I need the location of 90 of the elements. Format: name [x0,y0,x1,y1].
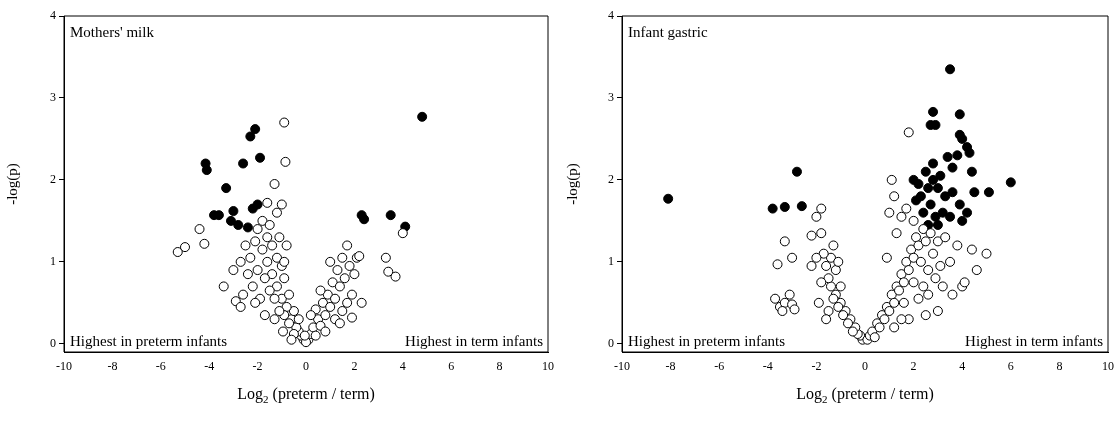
x-tick-label: -10 [614,359,630,374]
x-tick-label: 8 [1056,359,1063,374]
point [964,147,975,158]
x-tick-label: 4 [399,359,406,374]
y-tick-label: 3 [608,90,614,105]
x-tick-label: 2 [910,359,917,374]
point [947,187,958,198]
x-tick-label: -8 [665,359,676,374]
point [957,133,968,144]
point [932,219,943,230]
point [957,215,968,226]
point [225,215,236,226]
point [932,183,943,194]
y-tick-label: 2 [50,172,56,187]
y-axis-title: -log(p) [563,163,581,205]
point [923,183,934,194]
point [417,111,428,122]
point [245,131,256,142]
point [908,174,919,185]
x-tick-label: 0 [303,359,309,374]
x-tick-label: 0 [862,359,868,374]
point [928,158,939,169]
x-tick-label: -2 [252,359,263,374]
point [359,214,370,225]
y-tick-label: 4 [608,8,614,23]
point [796,201,807,212]
point [779,201,790,212]
point [252,199,263,210]
point [221,183,232,194]
x-tick-label: 10 [1102,359,1114,374]
x-tick-label: 6 [448,359,455,374]
x-tick-label: -4 [204,359,215,374]
x-tick-label: 2 [351,359,358,374]
point [969,187,980,198]
point [940,191,951,202]
point [966,166,977,177]
point [983,187,994,198]
x-tick-label: -10 [56,359,72,374]
x-tick-label: -2 [811,359,822,374]
point [954,109,965,120]
x-tick-label: -6 [714,359,725,374]
y-tick-label: 0 [608,335,614,350]
point [238,158,249,169]
x-axis-title: Log$_{2}$ (preterm / term) [237,385,375,406]
point [952,150,963,161]
point [233,219,244,230]
x-tick-label: -8 [107,359,118,374]
point [228,206,239,217]
x-tick-label: 4 [959,359,966,374]
point [911,195,922,206]
point [945,211,956,222]
y-axis-title: -log(p) [3,163,21,205]
annotation: Mothers' milk [70,24,155,41]
y-tick-label: 4 [50,8,56,23]
point [791,166,802,177]
x-tick-label: -6 [155,359,166,374]
x-tick-label: 8 [496,359,503,374]
x-tick-label: -4 [762,359,773,374]
annotation: Infant gastric [628,24,708,41]
point [962,207,973,218]
point [201,165,212,176]
annotation: Highest in term infants [405,333,544,350]
point [255,152,266,163]
point [767,203,778,214]
point [663,193,674,204]
annotation: Highest in preterm infants [628,333,786,350]
annotation: Highest in term infants [965,333,1104,350]
x-tick-label: 6 [1007,359,1014,374]
y-tick-label: 2 [608,172,614,187]
point [250,124,261,135]
annotation: Highest in preterm infants [70,333,228,350]
point [945,64,956,75]
y-tick-label: 3 [50,90,56,105]
point [942,151,953,162]
x-axis-title: Log$_{2}$ (preterm / term) [796,385,934,406]
y-tick-label: 1 [50,254,56,269]
point [242,222,253,233]
point [937,207,948,218]
point [954,199,965,210]
point [935,170,946,181]
y-tick-label: 0 [50,335,56,350]
point [920,166,931,177]
x-tick-label: 10 [542,359,554,374]
point [385,210,396,221]
point [918,207,929,218]
point [947,162,958,173]
point [928,106,939,117]
point [1005,177,1016,188]
point [925,199,936,210]
y-tick-label: 1 [608,254,614,269]
